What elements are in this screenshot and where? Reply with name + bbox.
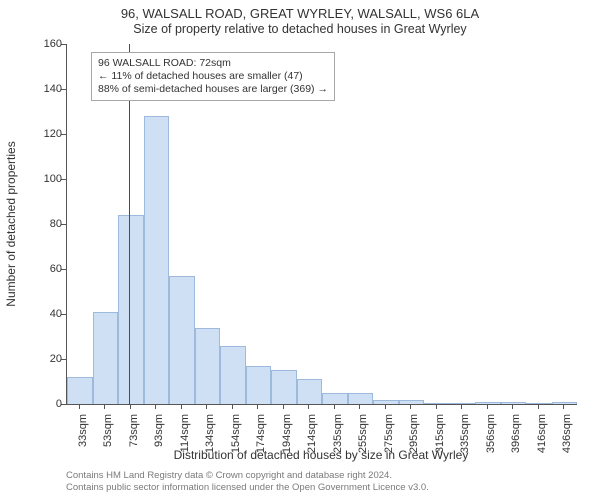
ytick-label: 140 — [22, 83, 62, 95]
xtick-label: 335sqm — [459, 414, 471, 462]
xtick-label: 396sqm — [510, 414, 522, 462]
histogram-bar — [144, 116, 170, 404]
histogram-bar — [297, 379, 323, 404]
histogram-bar — [322, 393, 348, 404]
xtick-label: 73sqm — [128, 414, 140, 462]
xtick-mark — [130, 404, 131, 409]
xtick-mark — [181, 404, 182, 409]
xtick-mark — [308, 404, 309, 409]
histogram-bar — [93, 312, 119, 404]
histogram-bar — [195, 328, 221, 405]
xtick-mark — [487, 404, 488, 409]
xtick-label: 214sqm — [306, 414, 318, 462]
callout-line: 96 WALSALL ROAD: 72sqm — [98, 57, 328, 70]
histogram-bar — [526, 403, 552, 404]
xtick-label: 194sqm — [281, 414, 293, 462]
ytick-label: 120 — [22, 128, 62, 140]
histogram-bar — [424, 403, 450, 404]
xtick-label: 154sqm — [230, 414, 242, 462]
xtick-mark — [283, 404, 284, 409]
ytick-label: 20 — [22, 353, 62, 365]
xtick-mark — [79, 404, 80, 409]
xtick-label: 356sqm — [485, 414, 497, 462]
xtick-mark — [155, 404, 156, 409]
histogram-bar — [271, 370, 297, 404]
plot-area: 96 WALSALL ROAD: 72sqm ← 11% of detached… — [66, 44, 577, 405]
ytick-label: 0 — [22, 398, 62, 410]
page: 96, WALSALL ROAD, GREAT WYRLEY, WALSALL,… — [0, 0, 600, 500]
xtick-mark — [359, 404, 360, 409]
xtick-mark — [563, 404, 564, 409]
xtick-label: 93sqm — [153, 414, 165, 462]
histogram-bar — [348, 393, 374, 404]
y-axis-label: Number of detached properties — [4, 44, 22, 404]
xtick-mark — [436, 404, 437, 409]
histogram-bar — [169, 276, 195, 404]
ytick-label: 40 — [22, 308, 62, 320]
xtick-label: 436sqm — [561, 414, 573, 462]
xtick-mark — [232, 404, 233, 409]
chart-title-sub: Size of property relative to detached ho… — [0, 22, 600, 36]
xtick-label: 174sqm — [255, 414, 267, 462]
ytick-label: 100 — [22, 173, 62, 185]
footer-credit: Contains HM Land Registry data © Crown c… — [66, 470, 586, 494]
xtick-mark — [206, 404, 207, 409]
histogram-bar — [67, 377, 93, 404]
callout-line: 88% of semi-detached houses are larger (… — [98, 83, 328, 96]
xtick-label: 33sqm — [77, 414, 89, 462]
xtick-label: 315sqm — [434, 414, 446, 462]
x-axis-label: Distribution of detached houses by size … — [66, 448, 576, 462]
xtick-mark — [104, 404, 105, 409]
xtick-label: 295sqm — [408, 414, 420, 462]
footer-line: Contains HM Land Registry data © Crown c… — [66, 470, 586, 482]
histogram-bar — [118, 215, 144, 404]
xtick-label: 275sqm — [383, 414, 395, 462]
chart-title-main: 96, WALSALL ROAD, GREAT WYRLEY, WALSALL,… — [0, 6, 600, 21]
histogram-bar — [220, 346, 246, 405]
xtick-mark — [334, 404, 335, 409]
histogram-bar — [246, 366, 272, 404]
xtick-mark — [257, 404, 258, 409]
histogram-bar — [475, 402, 501, 404]
xtick-label: 114sqm — [179, 414, 191, 462]
ytick-label: 160 — [22, 38, 62, 50]
histogram-bar — [501, 402, 527, 404]
callout-box: 96 WALSALL ROAD: 72sqm ← 11% of detached… — [91, 52, 335, 101]
histogram-bar — [373, 400, 399, 405]
ytick-label: 80 — [22, 218, 62, 230]
histogram-bar — [399, 400, 425, 405]
xtick-label: 235sqm — [332, 414, 344, 462]
footer-line: Contains public sector information licen… — [66, 482, 586, 494]
xtick-label: 416sqm — [536, 414, 548, 462]
xtick-label: 134sqm — [204, 414, 216, 462]
xtick-mark — [385, 404, 386, 409]
xtick-mark — [538, 404, 539, 409]
xtick-mark — [410, 404, 411, 409]
xtick-mark — [512, 404, 513, 409]
ytick-label: 60 — [22, 263, 62, 275]
xtick-label: 53sqm — [102, 414, 114, 462]
xtick-label: 255sqm — [357, 414, 369, 462]
xtick-mark — [461, 404, 462, 409]
histogram-bar — [552, 402, 578, 404]
histogram-bar — [450, 403, 476, 404]
callout-line: ← 11% of detached houses are smaller (47… — [98, 70, 328, 83]
